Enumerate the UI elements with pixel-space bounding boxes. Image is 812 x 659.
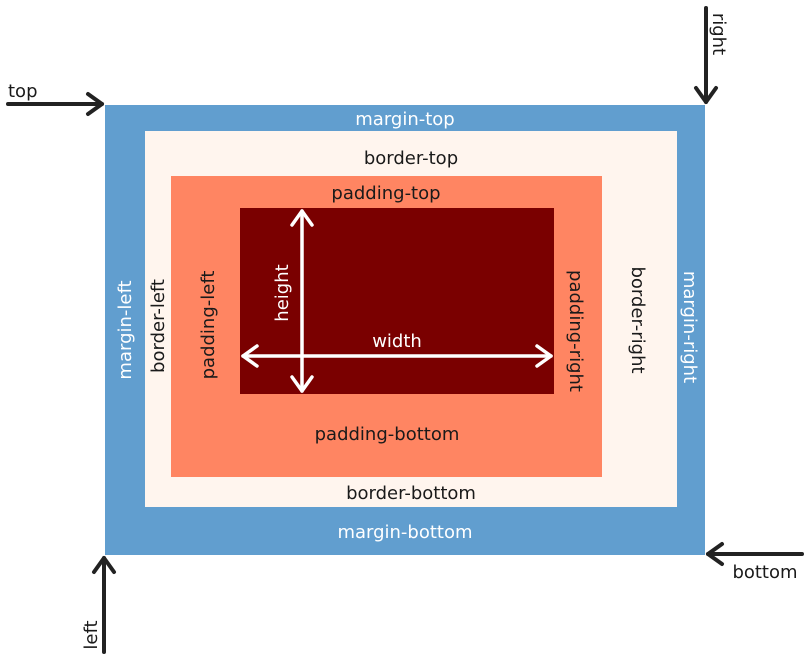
right-label: right (708, 13, 729, 55)
border-right-label: border-right (627, 266, 648, 373)
left-label: left (81, 620, 102, 649)
top-arrow (6, 92, 104, 116)
padding-bottom-label: padding-bottom (315, 424, 460, 445)
width-label: width (372, 331, 422, 352)
border-bottom-label: border-bottom (346, 483, 476, 504)
left-arrow (92, 556, 116, 654)
top-label: top (8, 81, 38, 102)
margin-right-label: margin-right (679, 271, 700, 383)
border-top-label: border-top (364, 148, 458, 169)
padding-top-label: padding-top (331, 183, 440, 204)
border-left-label: border-left (148, 279, 169, 373)
padding-right-label: padding-right (565, 270, 586, 392)
bottom-label: bottom (732, 562, 797, 583)
width-arrow (241, 344, 553, 368)
content-box (240, 208, 554, 394)
margin-left-label: margin-left (115, 280, 136, 379)
margin-bottom-label: margin-bottom (337, 522, 472, 543)
bottom-arrow (706, 542, 804, 566)
height-label: height (272, 264, 293, 321)
right-arrow (694, 6, 718, 104)
margin-top-label: margin-top (355, 109, 454, 130)
height-arrow (290, 209, 314, 393)
padding-left-label: padding-left (198, 271, 219, 380)
